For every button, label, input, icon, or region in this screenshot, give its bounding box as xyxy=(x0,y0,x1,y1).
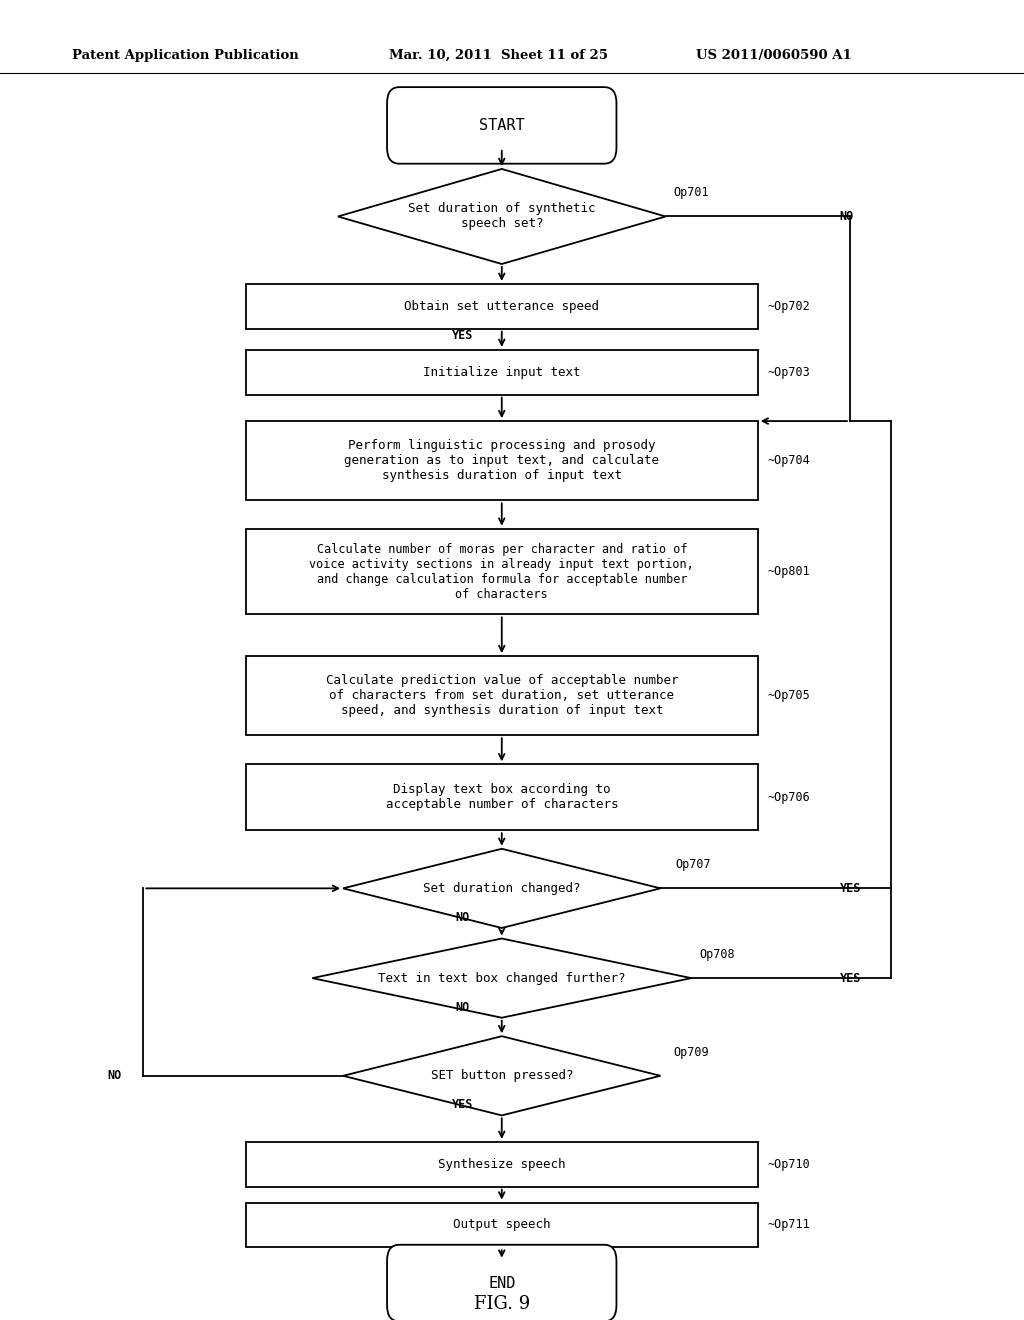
FancyBboxPatch shape xyxy=(387,1245,616,1320)
Text: Op701: Op701 xyxy=(674,186,710,199)
Text: Patent Application Publication: Patent Application Publication xyxy=(72,49,298,62)
Text: Op708: Op708 xyxy=(699,948,735,961)
Text: FIG. 9: FIG. 9 xyxy=(474,1295,529,1313)
Text: Set duration changed?: Set duration changed? xyxy=(423,882,581,895)
Bar xyxy=(246,1142,758,1187)
Text: Calculate number of moras per character and ratio of
voice activity sections in : Calculate number of moras per character … xyxy=(309,543,694,601)
Text: NO: NO xyxy=(108,1069,122,1082)
Text: END: END xyxy=(488,1275,515,1291)
Bar xyxy=(246,421,758,500)
Text: Set duration of synthetic
speech set?: Set duration of synthetic speech set? xyxy=(408,202,596,231)
Text: Display text box according to
acceptable number of characters: Display text box according to acceptable… xyxy=(385,783,618,812)
Polygon shape xyxy=(312,939,691,1018)
Text: NO: NO xyxy=(840,210,854,223)
Polygon shape xyxy=(343,1036,660,1115)
Text: ~Op711: ~Op711 xyxy=(768,1218,811,1232)
Text: ~Op702: ~Op702 xyxy=(768,300,811,313)
Text: Calculate prediction value of acceptable number
of characters from set duration,: Calculate prediction value of acceptable… xyxy=(326,675,678,717)
Bar xyxy=(246,764,758,830)
Bar xyxy=(246,1203,758,1247)
Polygon shape xyxy=(343,849,660,928)
Bar xyxy=(246,350,758,395)
Text: Initialize input text: Initialize input text xyxy=(423,366,581,379)
Text: NO: NO xyxy=(456,1001,470,1014)
Text: ~Op710: ~Op710 xyxy=(768,1158,811,1171)
Text: ~Op706: ~Op706 xyxy=(768,791,811,804)
Text: Mar. 10, 2011  Sheet 11 of 25: Mar. 10, 2011 Sheet 11 of 25 xyxy=(389,49,608,62)
Text: ~Op705: ~Op705 xyxy=(768,689,811,702)
Text: ~Op801: ~Op801 xyxy=(768,565,811,578)
Text: Obtain set utterance speed: Obtain set utterance speed xyxy=(404,300,599,313)
Text: YES: YES xyxy=(840,972,861,985)
Text: Perform linguistic processing and prosody
generation as to input text, and calcu: Perform linguistic processing and prosod… xyxy=(344,440,659,482)
Text: YES: YES xyxy=(840,882,861,895)
Bar xyxy=(246,284,758,329)
Text: START: START xyxy=(479,117,524,133)
Text: Op709: Op709 xyxy=(674,1045,710,1059)
Text: ~Op703: ~Op703 xyxy=(768,366,811,379)
Bar xyxy=(246,529,758,615)
Text: US 2011/0060590 A1: US 2011/0060590 A1 xyxy=(696,49,852,62)
Text: Output speech: Output speech xyxy=(453,1218,551,1232)
Polygon shape xyxy=(338,169,666,264)
Text: YES: YES xyxy=(453,329,473,342)
Text: Op707: Op707 xyxy=(676,858,712,871)
Text: SET button pressed?: SET button pressed? xyxy=(430,1069,573,1082)
Text: ~Op704: ~Op704 xyxy=(768,454,811,467)
Bar xyxy=(246,656,758,735)
Text: Synthesize speech: Synthesize speech xyxy=(438,1158,565,1171)
Text: NO: NO xyxy=(456,911,470,924)
FancyBboxPatch shape xyxy=(387,87,616,164)
Text: Text in text box changed further?: Text in text box changed further? xyxy=(378,972,626,985)
Text: YES: YES xyxy=(453,1098,473,1111)
